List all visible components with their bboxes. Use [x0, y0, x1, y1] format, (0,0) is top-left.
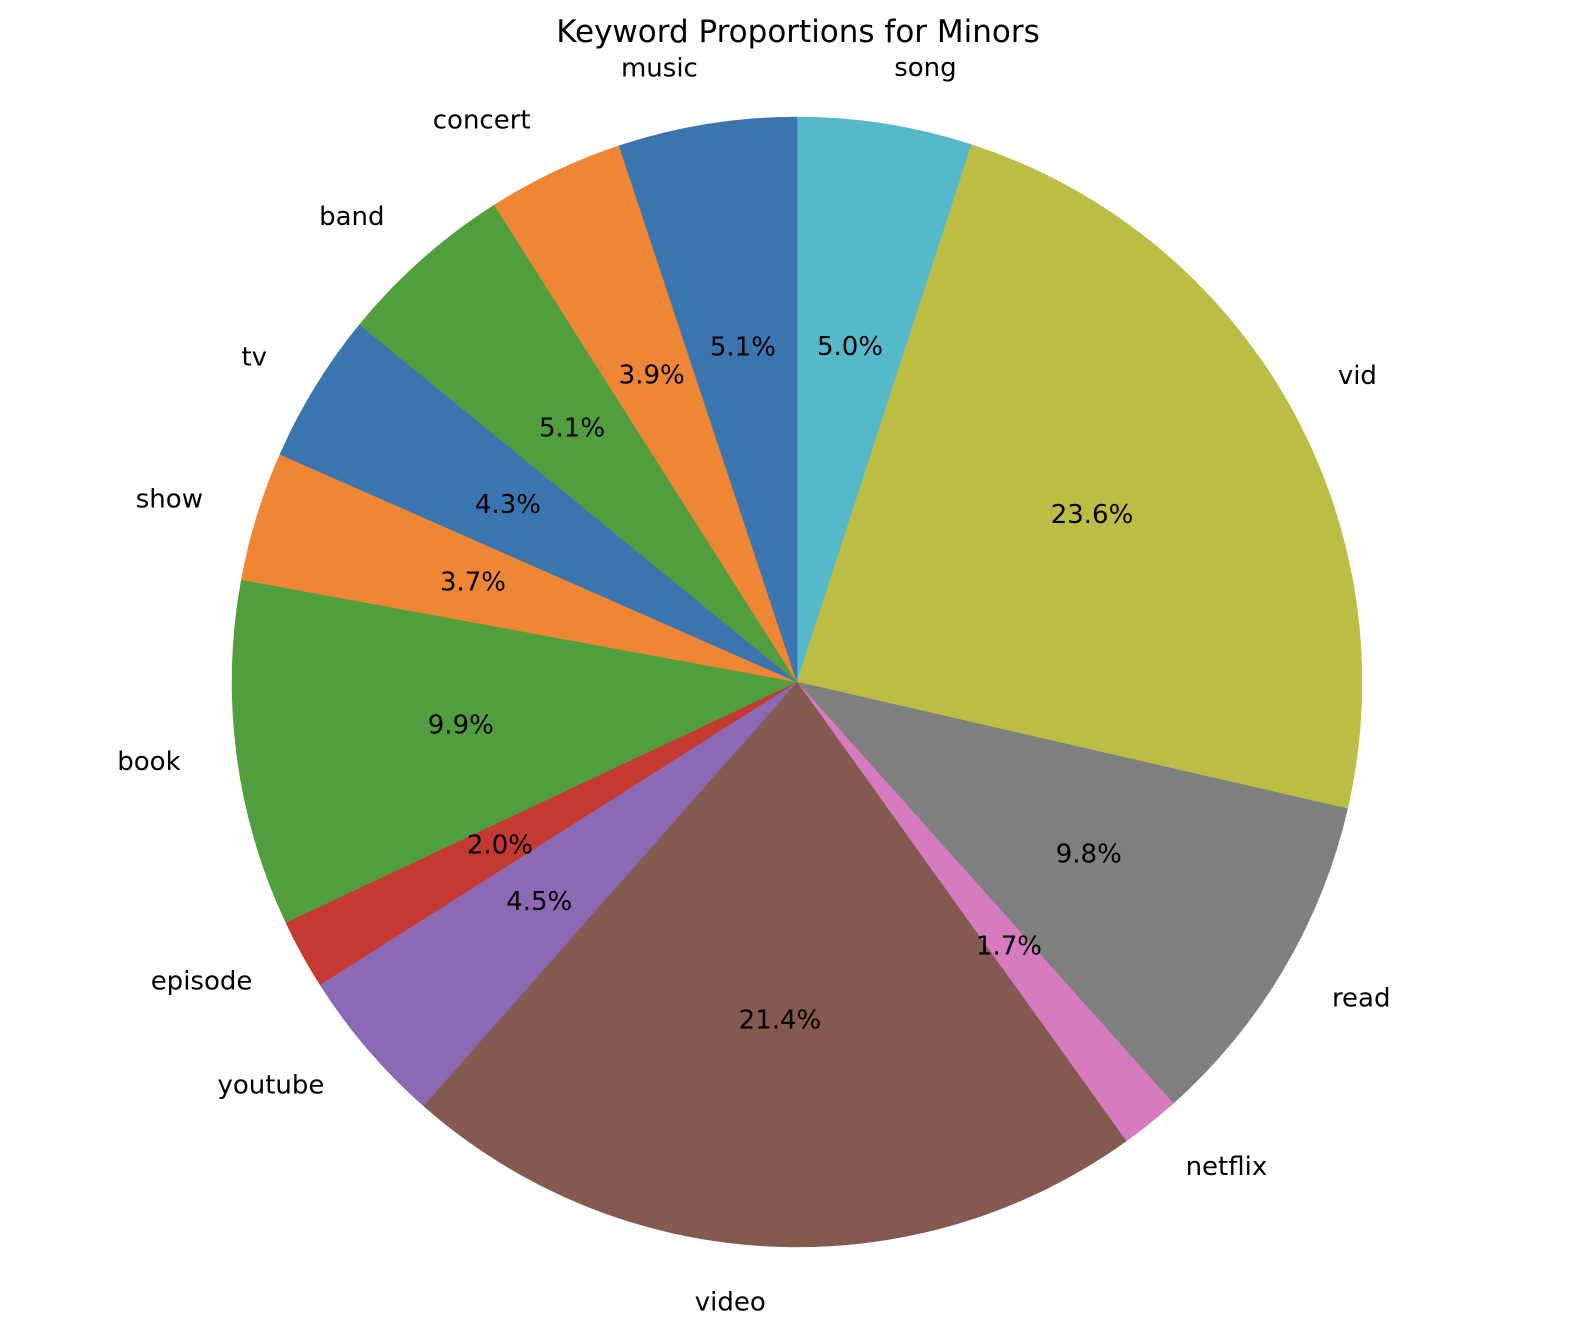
slice-percent-youtube: 4.5% [506, 887, 572, 917]
chart-title: Keyword Proportions for Minors [556, 14, 1040, 50]
slice-percent-read: 9.8% [1056, 840, 1122, 870]
slice-percent-video: 21.4% [739, 1006, 822, 1036]
pie-slice-music [618, 116, 798, 683]
slice-label-concert: concert [433, 105, 531, 135]
slice-label-vid: vid [1338, 361, 1377, 391]
pie-slice-video [423, 681, 1127, 1248]
slice-percent-music: 5.1% [710, 332, 776, 362]
pie-slice-song [796, 116, 972, 683]
slice-label-read: read [1332, 983, 1391, 1013]
pie-labels: song 5.0% vid 23.6% read 9.8% netflix 1.7% video… [117, 53, 1390, 1318]
slice-percent-tv: 4.3% [475, 490, 541, 520]
slice-percent-vid: 23.6% [1051, 500, 1134, 530]
pie-slices [231, 116, 1363, 1248]
slice-percent-netflix: 1.7% [976, 932, 1042, 962]
slice-label-book: book [117, 747, 180, 777]
slice-label-music: music [621, 53, 698, 83]
slice-percent-episode: 2.0% [467, 830, 533, 860]
slice-percent-show: 3.7% [440, 567, 506, 597]
pie-slice-band [359, 204, 798, 683]
slice-label-show: show [136, 484, 203, 514]
slice-percent-song: 5.0% [817, 332, 883, 362]
slice-percent-band: 5.1% [539, 413, 605, 443]
pie-slice-vid [796, 144, 1363, 810]
slice-label-band: band [319, 202, 384, 232]
slice-percent-concert: 3.9% [619, 361, 685, 391]
slice-label-netflix: netflix [1186, 1152, 1268, 1182]
slice-percent-book: 9.9% [428, 711, 494, 741]
pie-slice-book [231, 579, 798, 923]
pie-slice-youtube [319, 681, 798, 1107]
slice-label-tv: tv [241, 342, 267, 372]
slice-label-episode: episode [151, 966, 253, 996]
slice-label-song: song [894, 53, 956, 83]
pie-slice-read [796, 681, 1348, 1104]
slice-label-video: video [695, 1288, 766, 1318]
slice-label-youtube: youtube [217, 1071, 324, 1101]
